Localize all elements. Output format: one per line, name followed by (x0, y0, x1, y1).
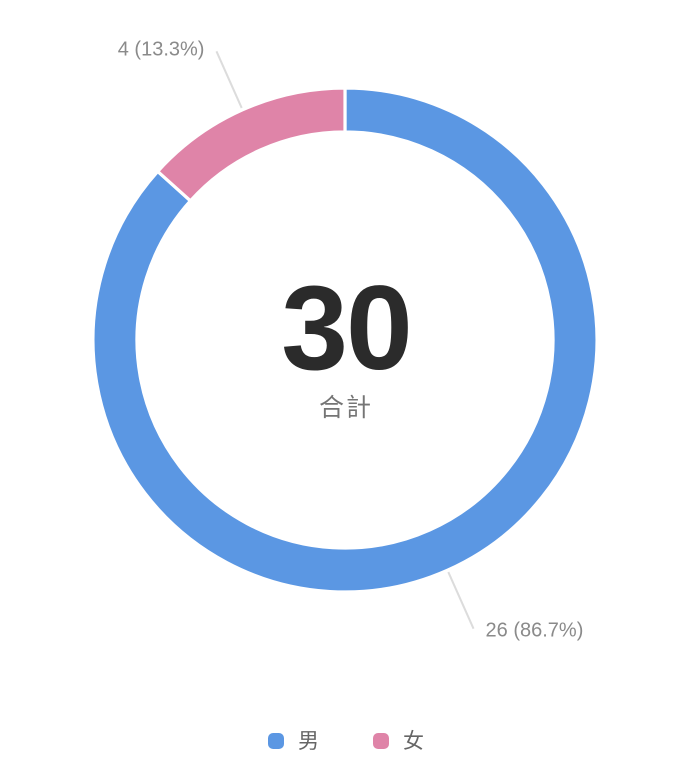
callout-line-0 (447, 571, 475, 630)
callout-label-1: 4 (13.3%) (118, 38, 205, 60)
legend-swatch-female-icon (373, 733, 389, 749)
legend-item-male[interactable]: 男 (268, 731, 319, 752)
donut-slice-0[interactable] (91, 86, 599, 594)
donut-slice-1[interactable] (155, 86, 347, 204)
callout-label-0: 26 (86.7%) (486, 620, 584, 642)
callout-line-1 (215, 50, 243, 109)
legend-swatch-male-icon (268, 733, 284, 749)
chart-legend: 男 女 (0, 726, 692, 756)
legend-label-female: 女 (403, 729, 424, 753)
legend-item-female[interactable]: 女 (373, 731, 424, 752)
legend-label-male: 男 (298, 729, 319, 753)
